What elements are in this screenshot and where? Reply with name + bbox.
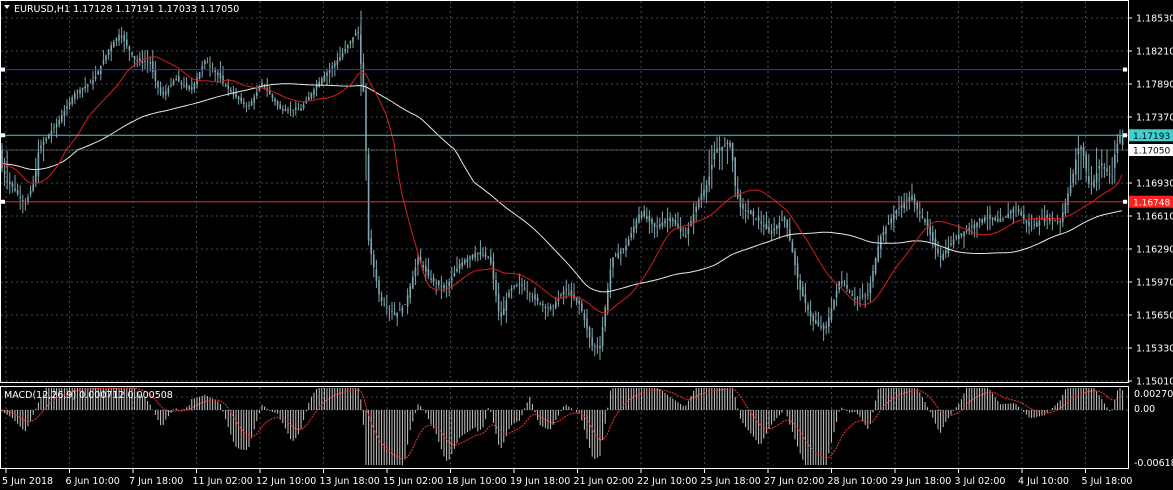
macd-tick-label: 0.00 bbox=[1134, 404, 1155, 415]
chart-grid bbox=[1, 1, 1128, 382]
time-tick-label: 29 Jun 18:00 bbox=[891, 476, 951, 487]
time-tick-label: 22 Jun 10:00 bbox=[637, 476, 697, 487]
macd-histogram bbox=[1, 388, 1124, 465]
horizontal-line-cyan-handle[interactable] bbox=[1123, 133, 1127, 138]
macd-indicator-window[interactable]: MACD(12,26,9) 0.000712 0.000508 0.002701… bbox=[1, 387, 1173, 469]
time-tick-label: 21 Jun 02:00 bbox=[574, 476, 634, 487]
symbol-title: EURUSD,H1 1.17128 1.17191 1.17033 1.1705… bbox=[14, 4, 239, 15]
time-tick-label: 25 Jun 18:00 bbox=[701, 476, 761, 487]
time-tick-label: 12 Jun 10:00 bbox=[256, 476, 316, 487]
price-tick-label: 1.18210 bbox=[1136, 47, 1173, 58]
symbol-header[interactable]: EURUSD,H1 1.17128 1.17191 1.17033 1.1705… bbox=[4, 4, 239, 15]
triangle-down-icon[interactable] bbox=[4, 5, 10, 9]
price-tick-label: 1.16290 bbox=[1136, 245, 1173, 256]
macd-tick-label: -0.006182 bbox=[1134, 458, 1173, 469]
time-tick-label: 7 Jun 18:00 bbox=[129, 476, 183, 487]
time-tick-label: 13 Jun 18:00 bbox=[320, 476, 380, 487]
price-tick-label: 1.15970 bbox=[1136, 278, 1173, 289]
price-tick-label: 1.17890 bbox=[1136, 80, 1173, 91]
price-tick-label: 1.16930 bbox=[1136, 179, 1173, 190]
macd-signal-line bbox=[1, 387, 1123, 460]
time-tick-label: 28 Jun 10:00 bbox=[828, 476, 888, 487]
time-tick-label: 27 Jun 02:00 bbox=[764, 476, 824, 487]
cyan-line-price-tag-text: 1.17193 bbox=[1133, 132, 1170, 142]
price-scale[interactable]: 1.18530 1.18210 1.17890 1.17370 1.17050 1.169… bbox=[1128, 14, 1173, 388]
fast-moving-average-line bbox=[1, 56, 1123, 314]
time-tick-label: 4 Jul 10:00 bbox=[1018, 476, 1069, 487]
macd-label: MACD(12,26,9) 0.000712 0.000508 bbox=[4, 390, 173, 401]
macd-tick-label: 0.002701 bbox=[1134, 389, 1173, 400]
main-chart-frame bbox=[0, 0, 1129, 383]
cyan-line-price-tag bbox=[1129, 129, 1173, 142]
candlestick-series bbox=[1, 10, 1124, 360]
price-tick-label: 1.16610 bbox=[1136, 212, 1173, 223]
current-price-tag-text: 1.17050 bbox=[1133, 147, 1170, 157]
slow-moving-average-line bbox=[1, 83, 1123, 293]
red-line-price-tag-text: 1.16748 bbox=[1133, 198, 1170, 208]
price-tick-label: 1.15330 bbox=[1136, 344, 1173, 355]
price-tick-label: 1.15010 bbox=[1136, 377, 1173, 388]
time-tick-label: 15 Jun 02:00 bbox=[383, 476, 443, 487]
horizontal-line-blue-handle[interactable] bbox=[1, 67, 5, 72]
time-tick-label: 11 Jun 02:00 bbox=[193, 476, 253, 487]
time-tick-label: 6 Jun 10:00 bbox=[66, 476, 120, 487]
time-tick-label: 5 Jun 2018 bbox=[2, 476, 53, 487]
time-tick-label: 3 Jul 02:00 bbox=[955, 476, 1006, 487]
time-axis[interactable]: 5 Jun 2018 6 Jun 10:00 7 Jun 18:00 11 Jun 0… bbox=[2, 469, 1132, 487]
time-tick-label: 5 Jul 18:00 bbox=[1082, 476, 1133, 487]
time-tick-label: 18 Jun 10:00 bbox=[447, 476, 507, 487]
price-tick-label: 1.18530 bbox=[1136, 14, 1173, 25]
macd-window-frame bbox=[0, 386, 1129, 469]
horizontal-line-red-handle[interactable] bbox=[1123, 199, 1127, 204]
horizontal-line-red-handle[interactable] bbox=[1, 199, 5, 204]
red-line-price-tag bbox=[1129, 195, 1173, 208]
macd-scale: 0.002701 0.00 -0.006182 bbox=[1134, 389, 1173, 469]
horizontal-line-blue-handle[interactable] bbox=[1123, 67, 1127, 72]
horizontal-line-cyan-handle[interactable] bbox=[1, 133, 5, 138]
price-tick-label: 1.15650 bbox=[1136, 311, 1173, 322]
time-tick-label: 19 Jun 18:00 bbox=[510, 476, 570, 487]
current-price-tag bbox=[1129, 144, 1173, 156]
price-tick-label: 1.17370 bbox=[1136, 113, 1173, 124]
